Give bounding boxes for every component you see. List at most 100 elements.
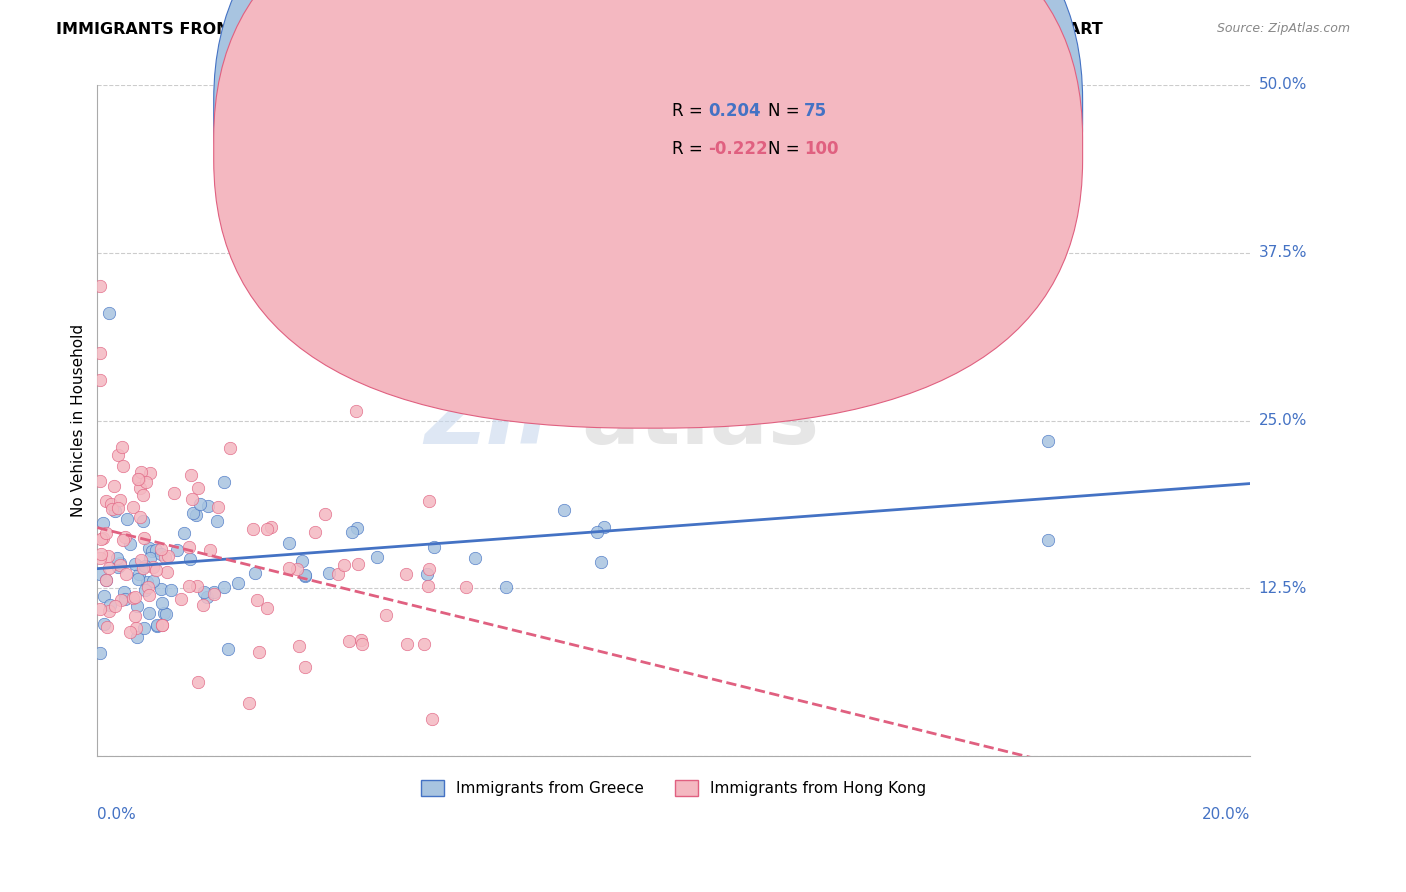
Point bbox=[187, 675, 209, 690]
Point bbox=[118, 625, 141, 640]
Point bbox=[129, 466, 152, 480]
Text: 25.0%: 25.0% bbox=[1258, 413, 1308, 428]
Point bbox=[134, 582, 156, 597]
Point bbox=[170, 591, 193, 606]
Point bbox=[89, 475, 111, 489]
Point bbox=[139, 551, 162, 566]
Point bbox=[366, 549, 388, 564]
Point bbox=[89, 346, 111, 360]
Point bbox=[131, 553, 153, 567]
Point bbox=[212, 475, 235, 489]
Point bbox=[135, 475, 157, 490]
Point bbox=[495, 580, 517, 594]
Point bbox=[153, 550, 176, 565]
Point bbox=[207, 514, 229, 528]
Point bbox=[142, 574, 165, 588]
Point bbox=[243, 566, 266, 580]
Point bbox=[115, 512, 138, 526]
Point bbox=[352, 637, 374, 651]
Point bbox=[256, 601, 278, 615]
Point bbox=[188, 497, 211, 511]
Point bbox=[187, 481, 209, 495]
Point bbox=[90, 547, 112, 561]
Point bbox=[103, 504, 125, 518]
Point bbox=[150, 618, 173, 632]
Point bbox=[124, 557, 146, 571]
Point bbox=[350, 633, 373, 648]
Point bbox=[96, 549, 118, 563]
Point bbox=[256, 522, 278, 536]
Text: IMMIGRANTS FROM GREECE VS IMMIGRANTS FROM HONG KONG NO VEHICLES IN HOUSEHOLD COR: IMMIGRANTS FROM GREECE VS IMMIGRANTS FRO… bbox=[56, 22, 1102, 37]
Point bbox=[156, 565, 179, 579]
Point bbox=[177, 541, 200, 555]
Point bbox=[163, 485, 186, 500]
Point bbox=[121, 591, 143, 605]
Point bbox=[553, 503, 575, 517]
Point bbox=[288, 639, 311, 653]
Point bbox=[122, 500, 145, 514]
Point bbox=[186, 579, 208, 593]
Point bbox=[93, 589, 115, 603]
Point bbox=[416, 567, 439, 582]
Legend: Immigrants from Greece, Immigrants from Hong Kong: Immigrants from Greece, Immigrants from … bbox=[415, 774, 932, 802]
Point bbox=[94, 574, 117, 588]
Point bbox=[90, 532, 112, 546]
Point bbox=[132, 514, 155, 528]
Point bbox=[110, 558, 132, 573]
Point bbox=[128, 472, 150, 486]
Point bbox=[132, 621, 155, 635]
Point bbox=[416, 578, 439, 592]
Point bbox=[89, 602, 111, 616]
Point bbox=[291, 554, 314, 568]
Point bbox=[89, 279, 111, 293]
Point bbox=[340, 525, 363, 540]
Text: Source: ZipAtlas.com: Source: ZipAtlas.com bbox=[1216, 22, 1350, 36]
Point bbox=[128, 567, 150, 582]
Point bbox=[318, 566, 340, 581]
Point bbox=[420, 712, 443, 726]
Point bbox=[93, 531, 115, 545]
Point bbox=[150, 548, 173, 562]
Point bbox=[589, 555, 612, 569]
Point bbox=[105, 551, 128, 566]
Text: 20.0%: 20.0% bbox=[1202, 807, 1250, 822]
Point bbox=[114, 530, 136, 544]
Point bbox=[464, 551, 486, 566]
Point bbox=[127, 630, 149, 644]
Point bbox=[97, 604, 120, 618]
Point bbox=[108, 557, 131, 571]
Point bbox=[94, 526, 117, 541]
Point bbox=[145, 563, 167, 577]
Point bbox=[177, 579, 200, 593]
Point bbox=[138, 541, 160, 556]
Point bbox=[150, 541, 173, 556]
Text: atlas: atlas bbox=[582, 379, 820, 462]
Point bbox=[294, 660, 316, 674]
Point bbox=[242, 522, 264, 536]
Point bbox=[112, 585, 135, 599]
Point bbox=[344, 404, 367, 418]
Point bbox=[278, 560, 301, 574]
Point bbox=[132, 560, 155, 574]
Point bbox=[454, 581, 477, 595]
Point bbox=[184, 508, 207, 522]
Point bbox=[157, 549, 180, 564]
Point bbox=[96, 620, 118, 634]
Y-axis label: No Vehicles in Household: No Vehicles in Household bbox=[72, 324, 86, 517]
Point bbox=[179, 552, 201, 566]
Point bbox=[285, 562, 308, 576]
Point bbox=[124, 609, 146, 624]
Point bbox=[418, 562, 440, 576]
Text: 0.0%: 0.0% bbox=[97, 807, 136, 822]
Point bbox=[124, 621, 146, 635]
Point bbox=[277, 535, 299, 549]
Point bbox=[217, 642, 239, 657]
Point bbox=[195, 590, 218, 604]
Text: 12.5%: 12.5% bbox=[1258, 581, 1308, 596]
Point bbox=[124, 590, 146, 604]
Point bbox=[89, 373, 111, 387]
Point bbox=[139, 467, 162, 481]
Point bbox=[107, 448, 129, 462]
Point bbox=[107, 501, 129, 516]
Point bbox=[586, 525, 609, 540]
